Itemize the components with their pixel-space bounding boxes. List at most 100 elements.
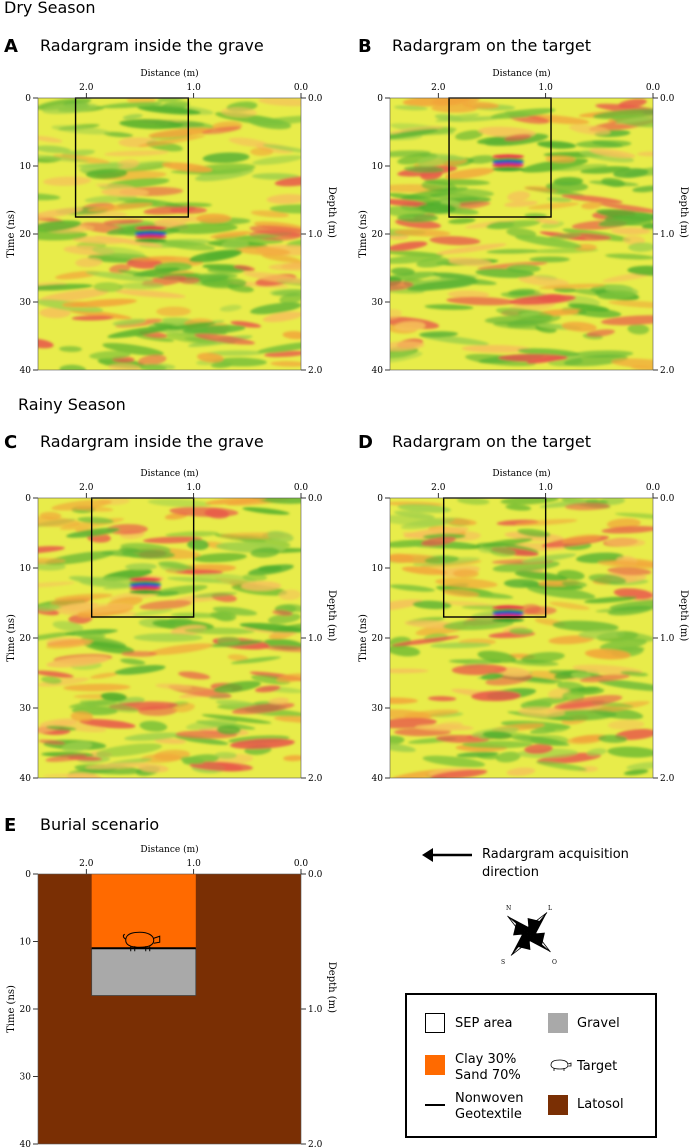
panel-c-ttick-label: 40 (20, 774, 32, 784)
panel-b-reflection-band (529, 256, 570, 263)
panel-c-reflection-band (276, 673, 301, 683)
gravel-fill (91, 947, 197, 996)
panel-b-reflection-band (446, 296, 516, 306)
panel-b-reflection-band (608, 300, 653, 309)
panel-b-reflection-band (507, 288, 536, 296)
panel-b-reflection-band (628, 242, 653, 252)
panel-b-reflection-band (591, 140, 623, 148)
panel-a-reflection-band (137, 105, 201, 115)
panel-e-distance-label: Distance (m) (140, 844, 198, 855)
panel-d-reflection-band (390, 645, 421, 657)
panel-e-dtick-label: 1.0 (308, 1005, 323, 1015)
panel-a-reflection-band (261, 253, 301, 263)
panel-b-reflection-band (419, 331, 459, 338)
panel-b-reflection-band (613, 168, 649, 178)
panel-c-dtick-label: 1.0 (308, 634, 323, 644)
panel-c-target-reflection (129, 577, 162, 582)
rainy-season-label: Rainy Season (18, 395, 126, 414)
panel-c-reflection-band (124, 732, 181, 741)
compass-o: O (552, 959, 557, 966)
panel-a-reflection-band (274, 176, 301, 187)
panel-a-reflection-band (62, 301, 88, 308)
panel-b-reflection-band (486, 249, 538, 254)
panel-b-target-reflection (492, 154, 525, 159)
panel-e-dtick-label: 2.0 (308, 1140, 323, 1148)
panel-c-reflection-band (138, 763, 169, 773)
panel-b-reflection-band (390, 241, 428, 251)
acquisition-line-1: Radargram acquisition (482, 847, 629, 862)
panel-a-reflection-band (168, 322, 216, 330)
panel-a-reflection-band (38, 283, 93, 291)
panel-e-ttick-label: 0 (25, 870, 31, 880)
panel-a-dtick-label: 0.0 (308, 94, 323, 104)
panel-e-frame (37, 873, 302, 1145)
panel-b-reflection-band (632, 185, 653, 193)
panel-d-reflection-band (509, 627, 534, 635)
panel-c-time-label: Time (ns) (6, 614, 17, 662)
panel-a-reflection-band (70, 298, 137, 308)
panel-d-reflection-band (561, 580, 587, 588)
panel-d-reflection-band (588, 574, 627, 585)
panel-c-xtick-label: 2.0 (79, 483, 94, 493)
panel-d-reflection-band (597, 560, 653, 569)
panel-c-reflection-band (267, 613, 301, 624)
panel-c-reflection-band (283, 604, 301, 613)
panel-c-reflection-band (214, 611, 237, 622)
panel-d-reflection-band (400, 517, 455, 530)
panel-a-reflection-band (235, 246, 291, 256)
panel-d-reflection-band (503, 578, 540, 588)
legend-nonwoven: Nonwoven Geotextile (455, 1091, 523, 1123)
panel-b-reflection-band (561, 321, 597, 332)
panel-d-title: Radargram on the target (392, 432, 592, 451)
panel-c-reflection-band (213, 680, 261, 693)
panel-b-ttick-label: 0 (377, 94, 383, 104)
panel-b-reflection-band (394, 321, 426, 332)
panel-a-xtick-label: 1.0 (186, 83, 201, 93)
panel-d-distance-label: Distance (m) (492, 468, 550, 479)
panel-d-reflection-band (397, 503, 452, 513)
panel-a-reflection-band (89, 350, 131, 360)
panel-d-reflection-band (524, 744, 553, 755)
panel-a-reflection-band (257, 341, 301, 354)
panel-b-reflection-band (390, 309, 402, 320)
panel-d-reflection-band (616, 632, 653, 642)
panel-a-reflection-band (167, 223, 238, 234)
panel-b-reflection-band (567, 303, 610, 312)
panel-a-reflection-band (122, 114, 143, 120)
panel-c-reflection-band (39, 511, 62, 520)
panel-b-reflection-band (436, 243, 507, 255)
panel-b-reflection-band (527, 202, 580, 210)
panel-d-reflection-band (539, 498, 599, 509)
panel-d-reflection-band (442, 589, 480, 597)
panel-b-reflection-band (548, 233, 582, 240)
acquisition-line-2: direction (482, 865, 539, 880)
panel-c-reflection-band (229, 738, 295, 749)
panel-d-reflection-band (623, 769, 649, 776)
legend-target: Target (577, 1059, 618, 1074)
panel-b-ttick-label: 20 (372, 230, 384, 240)
panel-c-target-reflection (129, 589, 162, 595)
panel-c-reflection-band (38, 604, 60, 612)
panel-d-reflection-band (584, 648, 631, 660)
panel-a-reflection-band (85, 168, 128, 179)
panel-a-letter: A (4, 36, 18, 57)
panel-b-reflection-band (431, 104, 478, 113)
panel-d-reflection-band (390, 697, 418, 705)
panel-d-reflection-band (480, 673, 504, 680)
panel-b-reflection-band (390, 199, 429, 207)
panel-a-reflection-band (116, 159, 140, 169)
panel-d-reflection-band (548, 635, 594, 645)
panel-a-frame (37, 97, 302, 371)
panel-c-reflection-band (85, 762, 150, 770)
panel-c-reflection-band (204, 508, 230, 519)
panel-a-reflection-band (212, 357, 267, 367)
panel-b-reflection-band (407, 279, 479, 291)
panel-b-reflection-band (615, 112, 653, 124)
panel-c-reflection-band (278, 589, 301, 601)
panel-d-reflection-band (601, 525, 653, 534)
panel-b-reflection-band (445, 257, 492, 267)
panel-d-reflection-band (586, 748, 607, 756)
panel-a-reflection-band (38, 145, 72, 154)
panel-c-reflection-band (61, 741, 93, 752)
panel-c-reflection-band (153, 749, 191, 761)
